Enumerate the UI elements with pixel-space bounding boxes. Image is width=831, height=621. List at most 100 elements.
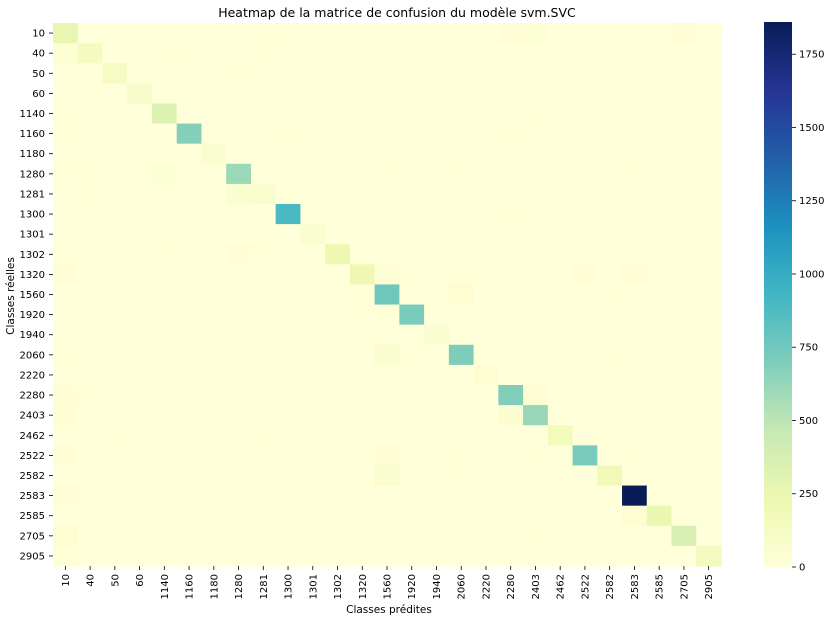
heatmap-cell: [572, 63, 598, 84]
heatmap-cell: [523, 405, 549, 426]
heatmap-cell: [325, 545, 351, 567]
heatmap-cell: [646, 465, 673, 487]
heatmap-cell: [325, 465, 351, 487]
heatmap-cell: [176, 83, 203, 105]
heatmap-cell: [399, 23, 425, 44]
heatmap-cell: [176, 284, 203, 306]
heatmap-cell: [547, 103, 574, 125]
heatmap-cell: [374, 43, 400, 64]
heatmap-cell: [597, 244, 623, 265]
heatmap-cell: [448, 545, 475, 567]
heatmap-cell: [102, 304, 128, 326]
heatmap-cell: [349, 163, 376, 185]
heatmap-cell: [523, 43, 549, 64]
heatmap-cell: [201, 103, 227, 125]
heatmap-cell: [424, 284, 450, 306]
heatmap-cell: [498, 244, 524, 265]
heatmap-cell: [300, 405, 326, 426]
heatmap-cell: [572, 284, 598, 306]
heatmap-cell: [275, 123, 302, 145]
y-axis-label: Classes réelles: [5, 257, 17, 335]
heatmap-cell: [399, 123, 425, 145]
heatmap-cell: [646, 304, 673, 326]
heatmap-cell: [127, 83, 153, 105]
heatmap-cell: [325, 284, 351, 306]
heatmap-cell: [127, 304, 153, 326]
heatmap-cell: [151, 244, 178, 265]
heatmap-cell: [201, 385, 227, 406]
heatmap-cell: [77, 224, 104, 245]
heatmap-cell: [374, 344, 400, 366]
heatmap-cell: [696, 183, 722, 205]
heatmap-cell: [102, 23, 128, 44]
colorbar-tick-label: 500: [799, 416, 818, 427]
heatmap-cell: [53, 324, 79, 346]
heatmap-cell: [300, 43, 326, 64]
heatmap-cell: [127, 63, 153, 84]
y-tick-label: 60: [32, 89, 45, 100]
heatmap-cell: [201, 63, 227, 84]
heatmap-cell: [176, 123, 203, 145]
heatmap-cell: [325, 264, 351, 286]
heatmap-cell: [498, 385, 524, 406]
heatmap-cell: [424, 244, 450, 265]
heatmap-cell: [597, 123, 623, 145]
heatmap-cell: [523, 445, 549, 467]
heatmap-cell: [424, 103, 450, 125]
heatmap-cell: [127, 445, 153, 467]
heatmap-cell: [275, 163, 302, 185]
heatmap-cell: [498, 103, 524, 125]
heatmap-cell: [646, 204, 673, 225]
heatmap-cell: [176, 304, 203, 326]
heatmap-cell: [473, 83, 499, 105]
heatmap-cell: [349, 525, 376, 547]
heatmap-cell: [646, 364, 673, 386]
heatmap-cell: [102, 183, 128, 205]
heatmap-cell: [176, 445, 203, 467]
heatmap-cell: [176, 224, 203, 245]
heatmap-cell: [275, 103, 302, 125]
heatmap-cell: [622, 364, 648, 386]
heatmap-cell: [448, 465, 475, 487]
heatmap-cell: [448, 123, 475, 145]
heatmap-cell: [201, 163, 227, 185]
heatmap-cell: [696, 304, 722, 326]
heatmap-cell: [547, 525, 574, 547]
x-tick-label: 1560: [383, 574, 394, 599]
heatmap-cell: [275, 264, 302, 286]
heatmap-cell: [176, 364, 203, 386]
heatmap-cell: [498, 525, 524, 547]
heatmap-cell: [374, 143, 400, 165]
heatmap-cell: [547, 284, 574, 306]
heatmap-cell: [597, 284, 623, 306]
heatmap-cell: [597, 163, 623, 185]
heatmap-cell: [127, 465, 153, 487]
heatmap-cell: [176, 183, 203, 205]
heatmap-cell: [77, 485, 104, 507]
heatmap-cell: [671, 123, 697, 145]
heatmap-cell: [102, 385, 128, 406]
heatmap-cell: [523, 505, 549, 527]
heatmap-cell: [523, 284, 549, 306]
heatmap-cell: [77, 505, 104, 527]
heatmap-cell: [646, 284, 673, 306]
heatmap-cell: [646, 83, 673, 105]
heatmap-cell: [176, 23, 203, 44]
heatmap-cell: [77, 364, 104, 386]
heatmap-cell: [473, 405, 499, 426]
heatmap-cell: [547, 43, 574, 64]
heatmap-cell: [696, 324, 722, 346]
heatmap-cell: [250, 83, 277, 105]
x-tick-label: 2403: [531, 574, 542, 599]
x-tick-label: 2582: [605, 574, 616, 599]
heatmap-cell: [374, 485, 400, 507]
heatmap-cell: [325, 304, 351, 326]
heatmap-cell: [325, 204, 351, 225]
colorbar-tick-label: 1250: [799, 196, 824, 207]
heatmap-cell: [523, 385, 549, 406]
heatmap-cell: [325, 103, 351, 125]
heatmap-cell: [399, 83, 425, 105]
heatmap-cell: [523, 364, 549, 386]
y-tick-label: 1301: [20, 230, 45, 241]
heatmap-cell: [374, 123, 400, 145]
